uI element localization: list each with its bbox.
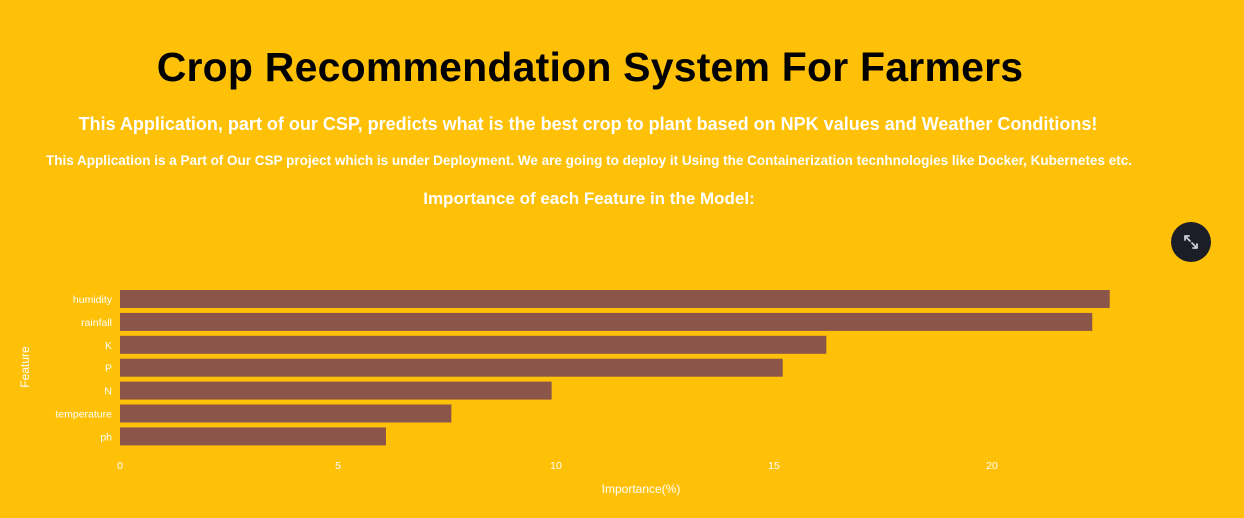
- y-tick-label: humidity: [73, 294, 113, 306]
- page-title: Crop Recommendation System For Farmers: [156, 44, 1024, 90]
- x-tick-labels: 0 5 10 15 20: [117, 460, 998, 472]
- x-tick-label: 15: [768, 460, 780, 472]
- y-tick-label: rainfall: [81, 317, 112, 329]
- expand-arrows-icon: [1184, 235, 1198, 249]
- x-axis-title: Importance(%): [602, 482, 681, 496]
- bar-rainfall[interactable]: [120, 312, 1093, 331]
- deployment-note: This Application is a Part of Our CSP pr…: [46, 153, 1132, 168]
- x-tick-label: 5: [335, 460, 341, 472]
- bar-temperature[interactable]: [120, 404, 452, 423]
- bars-layer: [120, 290, 1110, 446]
- bar-k[interactable]: [120, 335, 827, 354]
- x-tick-label: 10: [550, 460, 562, 472]
- fullscreen-button[interactable]: [1171, 222, 1211, 262]
- y-tick-label: K: [105, 340, 112, 352]
- x-tick-label: 20: [986, 460, 998, 472]
- y-tick-label: temperature: [55, 409, 112, 421]
- bar-ph[interactable]: [120, 427, 386, 446]
- y-tick-label: P: [105, 363, 112, 375]
- bar-humidity[interactable]: [120, 290, 1110, 308]
- x-tick-label: 0: [117, 460, 123, 472]
- y-tick-label: N: [104, 386, 112, 398]
- bar-p[interactable]: [120, 358, 783, 377]
- app-description: This Application, part of our CSP, predi…: [78, 114, 1098, 134]
- y-tick-label: ph: [100, 431, 112, 443]
- bar-n[interactable]: [120, 381, 552, 400]
- feature-importance-heading: Importance of each Feature in the Model:: [423, 189, 755, 208]
- y-axis-title: Feature: [18, 346, 32, 388]
